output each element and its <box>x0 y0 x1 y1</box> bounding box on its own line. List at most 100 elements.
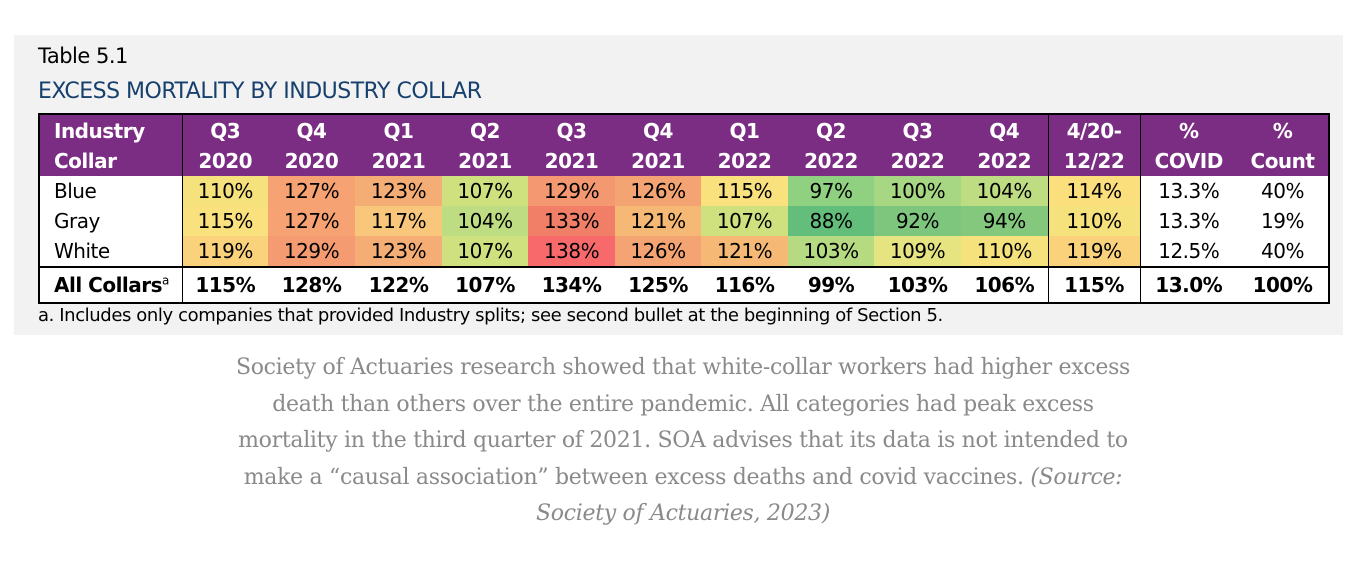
header-line1: Q3 <box>902 118 933 143</box>
caption-source: (Source: Society of Actuaries, 2023) <box>536 464 1123 527</box>
table-cell: 121% <box>701 236 788 267</box>
table-cell: 13.3% <box>1139 206 1237 236</box>
table-cell: 116% <box>701 266 788 303</box>
header-line2: Count <box>1250 148 1315 173</box>
header-line2: 2022 <box>804 148 858 173</box>
header-line1: % <box>1178 118 1199 143</box>
table-cell: 110% <box>1047 206 1140 236</box>
table-cell: 114% <box>1047 176 1140 206</box>
table-cell: 133% <box>528 206 615 236</box>
header-q1-2022: Q1 2022 <box>701 114 788 176</box>
table-cell: 13.0% <box>1139 266 1237 303</box>
table-cell: 129% <box>528 176 615 206</box>
table-cell: 40% <box>1237 176 1329 206</box>
table-footnote: a. Includes only companies that provided… <box>38 305 943 326</box>
row-label-white: White <box>39 236 182 267</box>
table-cell: 126% <box>615 236 701 267</box>
table-cell: 115% <box>181 266 268 303</box>
header-line1: Q4 <box>989 118 1020 143</box>
header-line1: Q2 <box>470 118 500 143</box>
table-cell: 100% <box>1237 266 1329 303</box>
header-line2: 2020 <box>198 148 253 173</box>
header-line1: % <box>1272 118 1293 143</box>
table-cell: 106% <box>961 266 1048 303</box>
table-title: EXCESS MORTALITY BY INDUSTRY COLLAR <box>38 79 482 104</box>
table-cell: 123% <box>355 236 442 267</box>
header-line2: 2022 <box>717 148 772 173</box>
header-4-20-12-22: 4/20- 12/22 <box>1047 114 1140 176</box>
table-cell: 100% <box>874 176 961 206</box>
header-line2: COVID <box>1154 148 1224 173</box>
header-line2: 2021 <box>371 148 426 173</box>
header-line1: Q4 <box>296 118 327 143</box>
table-cell: 94% <box>961 206 1048 236</box>
header-line2: 12/22 <box>1063 148 1125 173</box>
table-row: Gray 115% 127% 117% 104% 133% 121% 107% … <box>39 206 1329 236</box>
table-cell: 19% <box>1237 206 1329 236</box>
header-q2-2021: Q2 2021 <box>442 114 528 176</box>
header-line1: 4/20- <box>1066 118 1122 143</box>
header-line2: 2021 <box>458 148 512 173</box>
table-row: Blue 110% 127% 123% 107% 129% 126% 115% … <box>39 176 1329 206</box>
table-header: Industry Collar Q3 2020 Q4 2020 Q1 2021 Q2 2… <box>39 114 1329 176</box>
header-line2: 2022 <box>977 148 1032 173</box>
table-cell: 138% <box>528 236 615 267</box>
table-cell: 122% <box>355 266 442 303</box>
total-label-text: All Collars <box>54 273 163 297</box>
header-pct-covid: % COVID <box>1139 114 1237 176</box>
header-industry-collar: Industry Collar <box>39 114 182 176</box>
header-line1: Q4 <box>643 118 673 143</box>
header-line1: Q3 <box>556 118 587 143</box>
header-q3-2022: Q3 2022 <box>874 114 961 176</box>
table-cell: 97% <box>788 176 874 206</box>
total-row-label: All Collarsa <box>39 266 182 303</box>
header-q4-2020: Q4 2020 <box>268 114 355 176</box>
total-row: All Collarsa 115% 128% 122% 107% 134% 12… <box>39 266 1329 303</box>
table-cell: 92% <box>874 206 961 236</box>
table-cell: 88% <box>788 206 874 236</box>
header-pct-count: % Count <box>1237 114 1329 176</box>
header-q2-2022: Q2 2022 <box>788 114 874 176</box>
header-line2: 2020 <box>284 148 339 173</box>
table-row: White 119% 129% 123% 107% 138% 126% 121%… <box>39 236 1329 267</box>
header-q4-2022: Q4 2022 <box>961 114 1048 176</box>
table-cell: 110% <box>961 236 1048 267</box>
table-cell: 13.3% <box>1139 176 1237 206</box>
table-cell: 123% <box>355 176 442 206</box>
table-cell: 40% <box>1237 236 1329 267</box>
header-q1-2021: Q1 2021 <box>355 114 442 176</box>
table-cell: 117% <box>355 206 442 236</box>
table-label: Table 5.1 <box>38 44 128 68</box>
header-line1: Q3 <box>210 118 241 143</box>
footnote-marker: a <box>162 273 169 288</box>
table-cell: 134% <box>528 266 615 303</box>
table-cell: 119% <box>181 236 268 267</box>
header-line1: Q2 <box>816 118 846 143</box>
header-row: Industry Collar Q3 2020 Q4 2020 Q1 2021 Q2 2… <box>39 114 1329 176</box>
table-cell: 104% <box>961 176 1048 206</box>
header-line1: Q1 <box>383 118 414 143</box>
excess-mortality-table: Industry Collar Q3 2020 Q4 2020 Q1 2021 Q2 2… <box>38 113 1330 304</box>
table-cell: 99% <box>788 266 874 303</box>
table-cell: 127% <box>268 206 355 236</box>
header-q4-2021: Q4 2021 <box>615 114 701 176</box>
table-cell: 107% <box>442 176 528 206</box>
table-cell: 107% <box>442 236 528 267</box>
table-cell: 107% <box>442 266 528 303</box>
table-cell: 109% <box>874 236 961 267</box>
table-cell: 103% <box>874 266 961 303</box>
table-cell: 126% <box>615 176 701 206</box>
table-cell: 128% <box>268 266 355 303</box>
table-cell: 104% <box>442 206 528 236</box>
header-line2: 2021 <box>544 148 599 173</box>
header-line1: Industry <box>54 118 145 143</box>
table-cell: 115% <box>701 176 788 206</box>
table-cell: 119% <box>1047 236 1140 267</box>
table-cell: 103% <box>788 236 874 267</box>
row-label-blue: Blue <box>39 176 182 206</box>
table-cell: 110% <box>181 176 268 206</box>
caption-text: Society of Actuaries research showed tha… <box>235 355 1131 490</box>
header-line1: Q1 <box>729 118 760 143</box>
table-cell: 107% <box>701 206 788 236</box>
figure-caption: Society of Actuaries research showed tha… <box>220 350 1146 533</box>
